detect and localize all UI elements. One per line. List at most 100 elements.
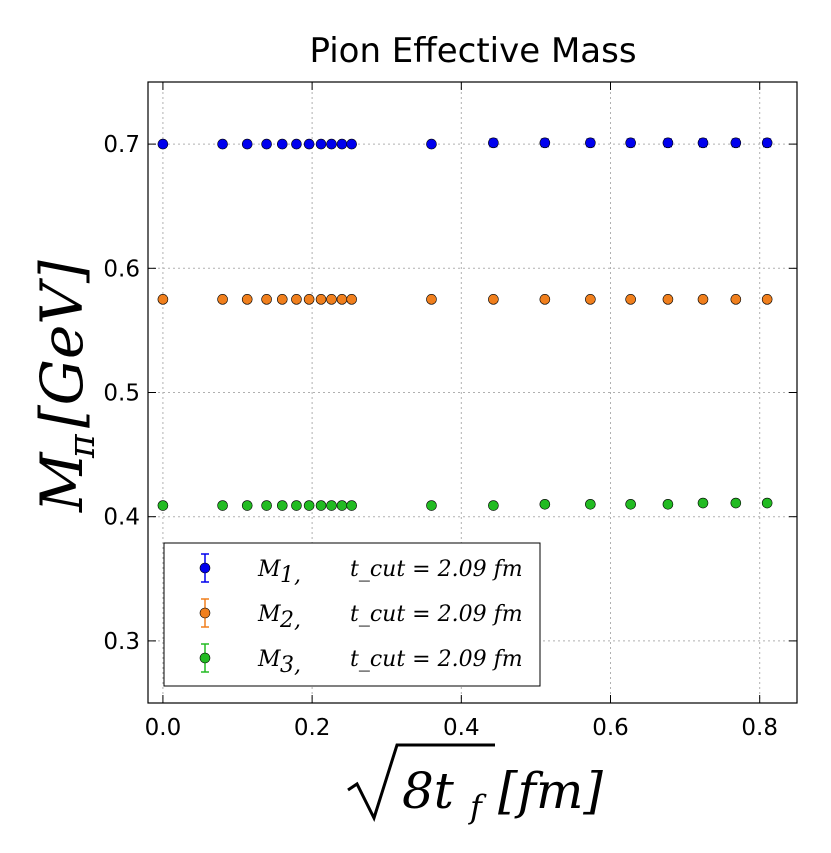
plot-frame bbox=[147, 81, 798, 704]
data-point bbox=[217, 138, 228, 150]
legend-cut: t_cut = 2.09 fm bbox=[350, 647, 523, 672]
data-point bbox=[488, 137, 499, 149]
data-point bbox=[336, 294, 348, 305]
y-tick-label: 0.3 bbox=[103, 629, 140, 655]
data-point bbox=[326, 138, 337, 150]
y-tick-label: 0.4 bbox=[103, 505, 140, 531]
y-label-unit: [GeV] bbox=[28, 260, 96, 428]
data-point bbox=[291, 500, 302, 511]
data-point bbox=[276, 500, 288, 511]
axis-ticks: 0.0 0.2 0.4 0.6 0.8 0.3 0.4 0.5 0.6 0.7 bbox=[103, 82, 797, 741]
data-point bbox=[539, 498, 551, 510]
data-point bbox=[697, 497, 709, 509]
data-point bbox=[336, 138, 348, 150]
data-point bbox=[761, 497, 773, 509]
data-point bbox=[261, 500, 272, 511]
x-tick-label: 0.0 bbox=[145, 715, 182, 741]
x-label-unit: [fm] bbox=[498, 762, 603, 820]
legend-entry-M_1: M 1, t_cut = 2.09 fm bbox=[199, 553, 523, 588]
data-point bbox=[291, 294, 302, 305]
data-point bbox=[539, 137, 551, 149]
legend-entry-M_2: M 2, t_cut = 2.09 fm bbox=[199, 598, 523, 633]
data-point bbox=[315, 138, 327, 150]
chart-title: Pion Effective Mass bbox=[309, 31, 636, 71]
legend-label-subscript: 1, bbox=[280, 563, 301, 588]
y-axis-label: M π [GeV] bbox=[28, 260, 103, 513]
data-point bbox=[761, 137, 773, 149]
data-point bbox=[303, 294, 315, 305]
data-point bbox=[261, 138, 272, 150]
data-point bbox=[303, 500, 315, 511]
y-tick-label: 0.5 bbox=[103, 381, 140, 407]
data-point bbox=[261, 294, 272, 305]
data-point bbox=[539, 294, 551, 305]
data-point bbox=[662, 498, 674, 510]
legend-entry-M_3: M 3, t_cut = 2.09 fm bbox=[199, 643, 523, 678]
data-point bbox=[346, 500, 357, 511]
grid-lines bbox=[148, 82, 797, 703]
data-point bbox=[326, 294, 337, 305]
data-point bbox=[426, 138, 437, 150]
y-label-subscript: π bbox=[62, 433, 103, 459]
data-point bbox=[241, 138, 253, 150]
y-tick-label: 0.6 bbox=[103, 256, 140, 282]
series-M_3 bbox=[157, 497, 773, 511]
data-point bbox=[336, 500, 348, 511]
data-point bbox=[697, 294, 709, 305]
data-point bbox=[730, 294, 742, 305]
data-point bbox=[303, 138, 315, 150]
data-point bbox=[585, 137, 596, 149]
data-point bbox=[585, 294, 596, 305]
x-label-subscript: f bbox=[468, 788, 487, 826]
data-point bbox=[217, 294, 228, 305]
legend-cut: t_cut = 2.09 fm bbox=[350, 557, 523, 582]
data-point bbox=[697, 137, 709, 149]
x-tick-label: 0.4 bbox=[443, 715, 480, 741]
data-point bbox=[157, 294, 169, 305]
data-point bbox=[241, 294, 253, 305]
data-point bbox=[157, 138, 169, 150]
data-point bbox=[585, 498, 596, 510]
data-point bbox=[276, 138, 288, 150]
data-point bbox=[662, 137, 674, 149]
x-tick-label: 0.8 bbox=[741, 715, 778, 741]
data-point bbox=[291, 138, 302, 150]
legend-label: M bbox=[257, 602, 281, 627]
series-M_2 bbox=[157, 294, 773, 305]
data-point bbox=[315, 294, 327, 305]
data-point bbox=[217, 500, 228, 511]
data-point bbox=[157, 500, 169, 511]
y-label-main: M bbox=[28, 451, 96, 513]
legend-marker bbox=[199, 562, 211, 574]
data-point bbox=[488, 500, 499, 511]
data-point bbox=[315, 500, 327, 511]
x-axis-label: 8t f [fm] bbox=[347, 743, 603, 826]
legend-label: M bbox=[257, 647, 281, 672]
data-point bbox=[625, 137, 636, 149]
legend-label-subscript: 2, bbox=[279, 608, 301, 633]
legend-marker bbox=[199, 607, 211, 619]
y-tick-label: 0.7 bbox=[103, 132, 140, 158]
data-point bbox=[730, 497, 742, 509]
legend-cut: t_cut = 2.09 fm bbox=[350, 602, 523, 627]
data-point bbox=[662, 294, 674, 305]
legend-box bbox=[163, 542, 541, 687]
data-points bbox=[157, 137, 773, 511]
series-M_1 bbox=[157, 137, 773, 150]
data-point bbox=[346, 294, 357, 305]
data-point bbox=[326, 500, 337, 511]
data-point bbox=[730, 137, 742, 149]
data-point bbox=[426, 294, 437, 305]
data-point bbox=[346, 138, 357, 150]
data-point bbox=[625, 498, 636, 510]
sqrt-symbol bbox=[347, 743, 495, 822]
legend-label-subscript: 3, bbox=[280, 653, 301, 678]
data-point bbox=[426, 500, 437, 511]
legend-marker bbox=[199, 652, 211, 664]
x-tick-label: 0.6 bbox=[592, 715, 629, 741]
data-point bbox=[625, 294, 636, 305]
data-point bbox=[488, 294, 499, 305]
x-tick-label: 0.2 bbox=[294, 715, 331, 741]
x-label-radicand: 8t bbox=[402, 762, 455, 820]
